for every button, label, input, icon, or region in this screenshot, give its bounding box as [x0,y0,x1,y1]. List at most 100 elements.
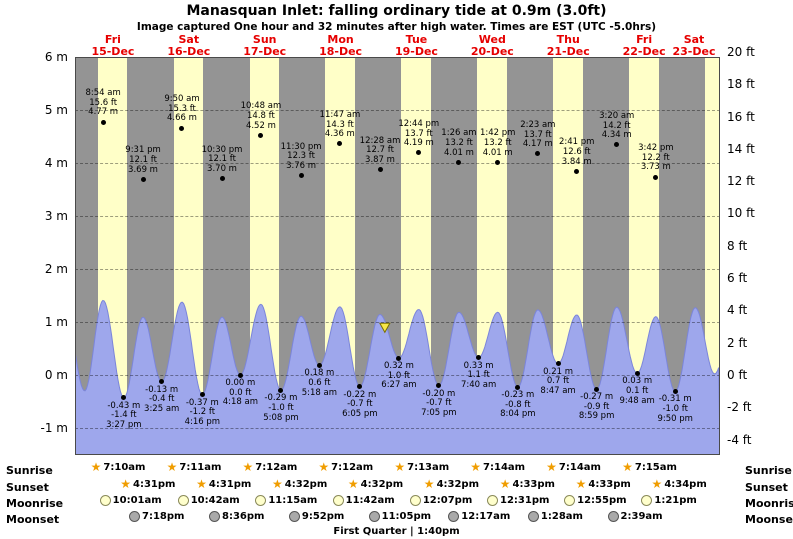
almanac-row-label-right: Moonrise [745,497,793,510]
y-axis-label-ft: 14 ft [727,141,755,156]
low-tide-dot [316,362,322,368]
sunset-entry: ★ 4:33pm [576,478,631,490]
moonrise-circle-icon [409,495,421,506]
low-tide-dot [672,388,678,394]
tide-label-line: 6:05 pm [342,408,378,419]
high-tide-dot [219,176,225,182]
high-tide-label: 9:50 am 15.3 ft 4.66 m [153,94,211,124]
moonrise-entry: 11:15am [255,495,317,506]
moonrise-entry: 1:21pm [641,495,697,506]
tide-label-line: 12.1 ft [208,154,236,165]
almanac-time: 11:15am [268,495,318,506]
moonset-entry: 9:52pm [288,511,344,522]
low-tide-label: 0.33 m 1.1 ft 7:40 am [450,361,508,391]
low-tide-label: -0.29 m -1.0 ft 5:08 pm [252,394,310,423]
day-header: Sat 23-Dec [662,34,726,57]
tide-label-line: -0.31 m [658,394,692,405]
tide-label-line: -0.9 ft [583,401,610,412]
tide-label-line: 12.1 ft [129,155,157,166]
moon-phase-text: First Quarter | 1:40pm [333,526,460,537]
day-header-dow: Sun [252,33,277,46]
almanac-time: 4:31pm [132,479,176,490]
tide-label-line: -0.43 m [107,400,141,411]
moonset-circle-icon [209,511,220,522]
moonrise-entry: 10:01am [99,495,162,506]
day-header-date: 18-Dec [319,44,363,58]
tide-label-line: -0.20 m [422,388,456,399]
tide-label-line: 5:08 pm [263,412,299,423]
high-tide-label: 1:26 am 13.2 ft 4.01 m [430,129,488,158]
tide-label-line: -0.4 ft [148,394,175,405]
tide-label-line: 8:54 am [85,88,121,99]
tide-label-line: 12:28 am [359,135,401,146]
high-tide-label: 11:30 pm 12.3 ft 3.76 m [272,142,330,172]
tide-label-line: -0.37 m [185,397,219,408]
high-tide-dot [100,119,106,125]
gridline [75,269,720,270]
tide-label-line: 0.03 m [622,376,653,387]
low-tide-dot [634,370,640,376]
moonset-circle-icon [607,511,619,522]
daylight-band [704,57,720,455]
tide-label-line: 8:59 pm [578,411,615,422]
tide-label-line: 4.01 m [482,147,513,158]
tide-label-line: 10:48 am [240,101,282,112]
high-tide-dot [456,159,462,165]
sunrise-star-icon: ★ [166,460,178,474]
low-tide-dot [594,386,600,392]
tide-label-line: 14.2 ft [602,120,631,131]
moonset-entry: 8:36pm [209,511,264,522]
almanac-row-label-left: Sunset [6,481,49,494]
sunrise-entry: ★ 7:12am [318,461,373,473]
gridline [75,216,720,217]
low-tide-label: 0.00 m 0.0 ft 4:18 am [211,378,269,408]
y-axis-label-ft: 10 ft [727,206,755,221]
sunset-entry: ★ 4:32pm [348,478,403,490]
almanac-row-label-right: Moonset [745,513,793,526]
y-axis-label-m: -1 m [40,421,68,435]
tide-label-line: 6:27 am [381,380,417,391]
high-tide-label: 3:42 pm 12.2 ft 3.73 m [627,144,685,173]
almanac-time: 7:18pm [142,511,185,522]
sunrise-entry: ★ 7:12am [243,461,298,473]
day-header-dow: Fri [104,33,121,46]
y-axis-label-ft: 20 ft [727,44,755,59]
almanac-time: 12:31pm [499,495,550,506]
tide-label-line: 12.7 ft [366,145,394,156]
tide-label-line: 4.66 m [167,113,197,124]
almanac-row-label-left: Sunrise [6,464,53,477]
day-header-date: 19-Dec [394,44,438,58]
tide-label-line: 1.1 ft [467,370,490,381]
low-tide-dot [436,383,442,389]
high-tide-dot [140,176,146,182]
high-tide-dot [535,151,541,157]
tide-label-line: 4:18 am [222,397,258,408]
almanac-time: 8:36pm [222,511,265,522]
sunrise-entry: ★ 7:11am [166,460,222,474]
day-header-date: 20-Dec [470,44,514,58]
high-tide-dot [653,174,659,180]
page-subtitle: Image captured One hour and 32 minutes a… [136,21,657,33]
tide-label-line: 0.18 m [304,368,335,379]
y-axis-label-ft: 8 ft [727,238,748,253]
almanac-row-label-left: Moonrise [6,497,64,510]
y-axis-label-m: 1 m [44,315,68,329]
moonset-circle-icon [368,511,380,522]
tide-label-line: -1.2 ft [189,407,216,418]
high-tide-dot [298,173,304,179]
sunset-star-icon: ★ [499,477,511,491]
tide-label-line: -0.7 ft [347,399,373,410]
gridline [75,428,720,429]
low-tide-dot [237,372,243,378]
high-tide-label: 12:44 pm 13.7 ft 4.19 m [390,119,448,149]
low-tide-dot [199,392,205,398]
high-tide-dot [574,168,580,174]
moonset-entry: 12:17am [448,511,510,522]
high-tide-label: 9:31 pm 12.1 ft 3.69 m [114,146,172,175]
low-tide-label: -0.20 m -0.7 ft 7:05 pm [410,388,468,419]
moonrise-circle-icon [564,495,576,506]
day-header-date: 17-Dec [243,44,287,58]
tide-label-line: 13.2 ft [483,138,512,149]
low-tide-dot [396,355,402,361]
